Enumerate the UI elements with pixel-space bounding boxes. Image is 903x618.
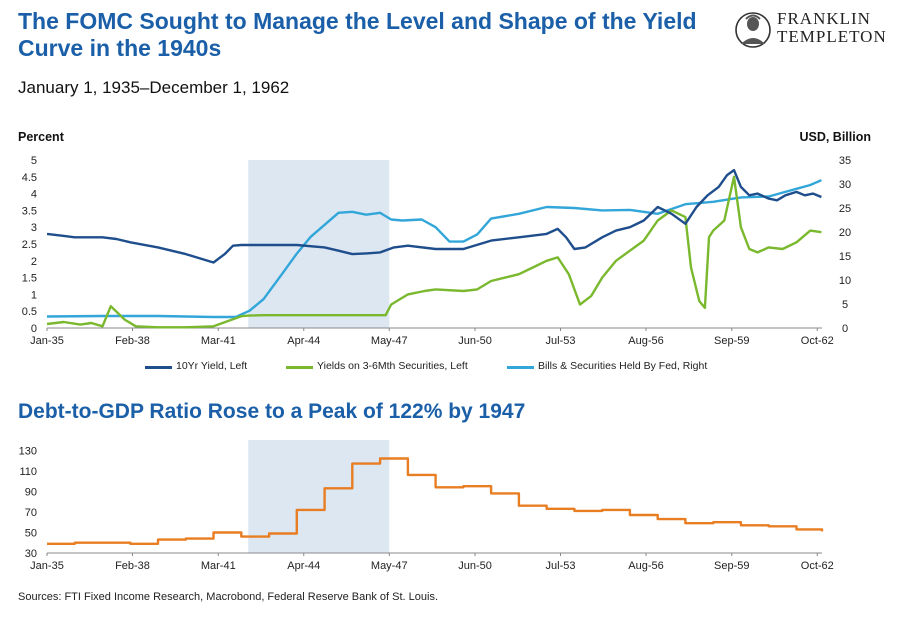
y-tick-right: 10 (839, 275, 851, 287)
y-tick-left: 1.5 (22, 273, 37, 285)
y-tick-right: 5 (842, 299, 848, 311)
y-tick-left: 0 (31, 323, 37, 335)
yield-chart: 0 0.5 1 1.5 2 2.5 3 3.5 4 4.5 5 0 5 10 15 20 25 30 35 Jan-3… (22, 155, 851, 347)
franklin-templeton-logo: FRANKLIN TEMPLETON (735, 10, 900, 50)
y-tick: 90 (25, 486, 37, 498)
y-tick-left: 0.5 (22, 306, 37, 318)
logo-line-2: TEMPLETON (777, 27, 887, 46)
y-tick-right: 25 (839, 203, 851, 215)
y-tick-left: 4.5 (22, 172, 37, 184)
x-tick-label: Jan-35 (30, 335, 64, 347)
series-10yr-yield-line (46, 168, 822, 264)
series-3-6mth-yield-line (46, 175, 822, 329)
x-tick-label: Feb-38 (115, 335, 150, 347)
legend-swatch-short (286, 366, 313, 369)
y-tick: 30 (25, 548, 37, 560)
y-tick-left: 5 (31, 155, 37, 167)
y-tick-left: 4 (31, 189, 37, 201)
x-tick-label: Apr-44 (287, 335, 320, 347)
x-tick-label: Feb-38 (115, 560, 150, 572)
y-tick-right: 35 (839, 155, 851, 167)
y-tick: 70 (25, 507, 37, 519)
y-tick-right: 15 (839, 251, 851, 263)
logo-line-1: FRANKLIN (777, 9, 871, 28)
x-tick-label: Jul-53 (546, 560, 576, 572)
y-tick-right: 0 (842, 323, 848, 335)
y-tick-right: 30 (839, 179, 851, 191)
chart-subtitle: January 1, 1935–December 1, 1962 (18, 78, 290, 97)
y-tick: 110 (19, 466, 37, 478)
legend-label-holdings: Bills & Securities Held By Fed, Right (538, 360, 708, 372)
y-tick-left: 1 (31, 289, 37, 301)
x-tick-label: Jan-35 (30, 560, 64, 572)
y-tick-left: 3.5 (22, 205, 37, 217)
y-tick-left: 2 (31, 256, 37, 268)
x-tick-label: May-47 (371, 335, 408, 347)
y-tick-left: 2.5 (22, 239, 37, 251)
legend-swatch-10yr (145, 366, 172, 369)
x-tick-label: Oct-62 (801, 560, 834, 572)
x-tick-label: Aug-56 (628, 560, 663, 572)
legend-swatch-holdings (507, 366, 534, 369)
chart-title: The FOMC Sought to Manage the Level and … (18, 8, 697, 61)
left-axis-title: Percent (18, 130, 64, 144)
portrait-icon (735, 12, 771, 48)
y-tick: 50 (25, 527, 37, 539)
x-tick-label: Oct-62 (801, 335, 834, 347)
x-tick-label: May-47 (371, 560, 408, 572)
x-tick-label: Mar-41 (201, 560, 236, 572)
y-tick-right: 20 (839, 227, 851, 239)
x-tick-label: Aug-56 (628, 335, 663, 347)
x-tick-label: Sep-59 (714, 335, 749, 347)
debt-chart: 30 50 70 90 110 130 Jan-35 Feb-38 Mar-41 Apr-44 Ma… (19, 440, 834, 572)
debt-chart-title: Debt-to-GDP Ratio Rose to a Peak of 122%… (18, 400, 526, 423)
x-tick-label: Jun-50 (458, 335, 492, 347)
series-fed-holdings-line (46, 179, 822, 319)
source-note: Sources: FTI Fixed Income Research, Macr… (18, 591, 439, 603)
series-debt-to-gdp-line (47, 457, 824, 545)
x-tick-label: Sep-59 (714, 560, 749, 572)
y-tick-left: 3 (31, 222, 37, 234)
right-axis-title: USD, Billion (799, 130, 871, 144)
x-tick-label: Mar-41 (201, 335, 236, 347)
x-tick-label: Jun-50 (458, 560, 492, 572)
x-tick-label: Jul-53 (546, 335, 576, 347)
legend-label-short: Yields on 3-6Mth Securities, Left (317, 360, 468, 372)
y-tick: 130 (19, 445, 37, 457)
x-tick-label: Apr-44 (287, 560, 320, 572)
legend-label-10yr: 10Yr Yield, Left (176, 360, 248, 372)
